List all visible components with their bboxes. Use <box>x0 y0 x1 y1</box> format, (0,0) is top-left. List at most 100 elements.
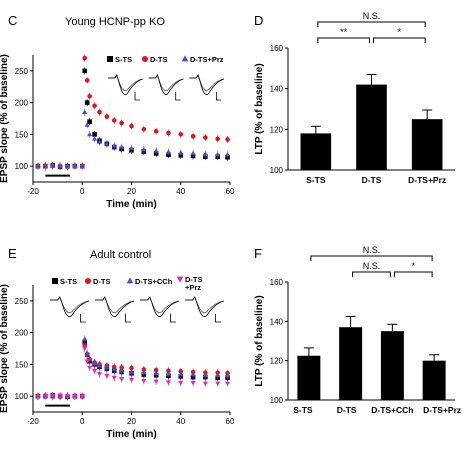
data-point <box>96 139 103 144</box>
epsp-trace-inset <box>108 74 143 96</box>
legend-marker-s-ts <box>52 278 58 284</box>
panel-title-e: Adult control <box>90 249 151 261</box>
data-point <box>57 162 63 168</box>
data-point <box>215 136 220 142</box>
data-point <box>84 122 90 127</box>
x-category-label: D-TS+CCh <box>371 405 413 415</box>
epsp-trace-inset <box>95 296 135 314</box>
data-point <box>119 120 124 126</box>
data-point <box>82 109 88 114</box>
data-point <box>104 141 110 146</box>
data-point <box>153 148 159 153</box>
data-point <box>178 371 184 377</box>
panel-letter-f: F <box>254 246 262 261</box>
y-tick-label: 100 <box>15 392 29 401</box>
data-point <box>129 365 134 371</box>
significance-bracket <box>393 271 433 277</box>
significance-label: N.S. <box>363 261 381 271</box>
data-point <box>166 130 171 136</box>
x-tick-label: 20 <box>127 417 136 426</box>
data-point <box>225 381 231 387</box>
data-point <box>92 103 97 109</box>
data-point <box>128 369 135 374</box>
bar-d-ts-cch <box>380 331 404 400</box>
data-point <box>141 379 147 384</box>
data-point <box>153 128 159 134</box>
data-point <box>84 78 90 83</box>
epsp-trace-inset <box>50 296 90 318</box>
panel-letter-d: D <box>254 13 263 28</box>
significance-bracket <box>317 37 370 43</box>
y-tick-label: 100 <box>270 166 284 175</box>
x-category-label: D-TS <box>362 175 382 185</box>
data-point <box>225 137 230 142</box>
legend-marker-d-ts-prz <box>181 55 189 62</box>
legend-label-d-ts: D-TS <box>93 277 111 286</box>
data-point <box>35 163 41 168</box>
bar-d-ts <box>356 84 387 170</box>
data-point <box>97 109 102 115</box>
x-axis-title: Time (min) <box>106 429 156 440</box>
epsp-trace-inset <box>189 74 225 96</box>
panel-letter-e: E <box>8 246 17 261</box>
data-point <box>111 366 117 372</box>
scale-bar-icon <box>125 314 131 323</box>
x-tick-label: 40 <box>176 187 185 196</box>
x-axis-title: Time (min) <box>106 199 156 210</box>
data-point <box>96 362 103 368</box>
data-point <box>165 149 171 154</box>
data-point <box>128 377 135 383</box>
x-category-label: D-TS+Prz <box>423 405 461 415</box>
data-point <box>104 373 110 379</box>
epsp-trace-inset <box>50 296 90 314</box>
x-tick-label: 60 <box>226 187 235 196</box>
data-point <box>111 143 117 148</box>
data-point <box>92 360 98 365</box>
data-point <box>190 150 196 156</box>
x-category-label: D-TS <box>337 405 357 415</box>
data-point <box>190 380 196 386</box>
y-tick-label: 140 <box>270 317 284 326</box>
y-tick-label: 100 <box>15 162 29 171</box>
significance-label: N.S. <box>363 245 381 255</box>
y-axis-title: LTP (% of baseline) <box>254 295 265 386</box>
data-point <box>111 375 117 381</box>
legend-marker-d-ts-prz <box>176 276 184 283</box>
y-tick-label: 200 <box>15 99 29 108</box>
significance-label: N.S. <box>363 11 381 21</box>
x-category-label: S-TS <box>293 405 313 415</box>
epsp-time-course-chart-adult: 100 150 200 250 -20 0 20 40 60 Time (min) EPSP slo… <box>0 275 235 440</box>
bar-d-ts <box>339 327 363 400</box>
legend-label-d-ts-prz: D-TS <box>185 275 203 284</box>
data-point <box>202 151 208 156</box>
epsp-trace-inset <box>148 74 184 96</box>
data-point <box>178 150 184 155</box>
scale-bar-icon <box>175 92 181 101</box>
epsp-trace-inset <box>95 296 135 318</box>
data-point <box>72 394 78 400</box>
data-point <box>92 368 98 374</box>
bar-d-ts-prz <box>411 119 443 170</box>
y-tick-label: 120 <box>270 357 284 366</box>
data-point <box>215 372 221 378</box>
data-point <box>178 380 184 386</box>
scale-bar-icon <box>170 314 176 323</box>
scale-bar-icon <box>134 92 140 101</box>
x-tick-label: 0 <box>80 187 85 196</box>
epsp-trace-inset <box>140 296 180 318</box>
y-tick-label: 250 <box>15 67 29 76</box>
data-point <box>190 371 196 377</box>
data-point <box>92 132 97 137</box>
data-point <box>203 135 208 140</box>
legend-marker-d-ts <box>142 56 148 62</box>
epsp-trace-inset <box>185 296 225 314</box>
y-tick-label: 150 <box>15 130 29 139</box>
data-point <box>87 365 93 371</box>
data-point <box>84 359 90 364</box>
data-point <box>111 118 117 123</box>
data-point <box>190 133 196 139</box>
y-tick-label: 120 <box>270 125 284 134</box>
epsp-trace-inset <box>148 74 184 92</box>
data-point <box>82 336 88 341</box>
data-point <box>87 93 92 99</box>
